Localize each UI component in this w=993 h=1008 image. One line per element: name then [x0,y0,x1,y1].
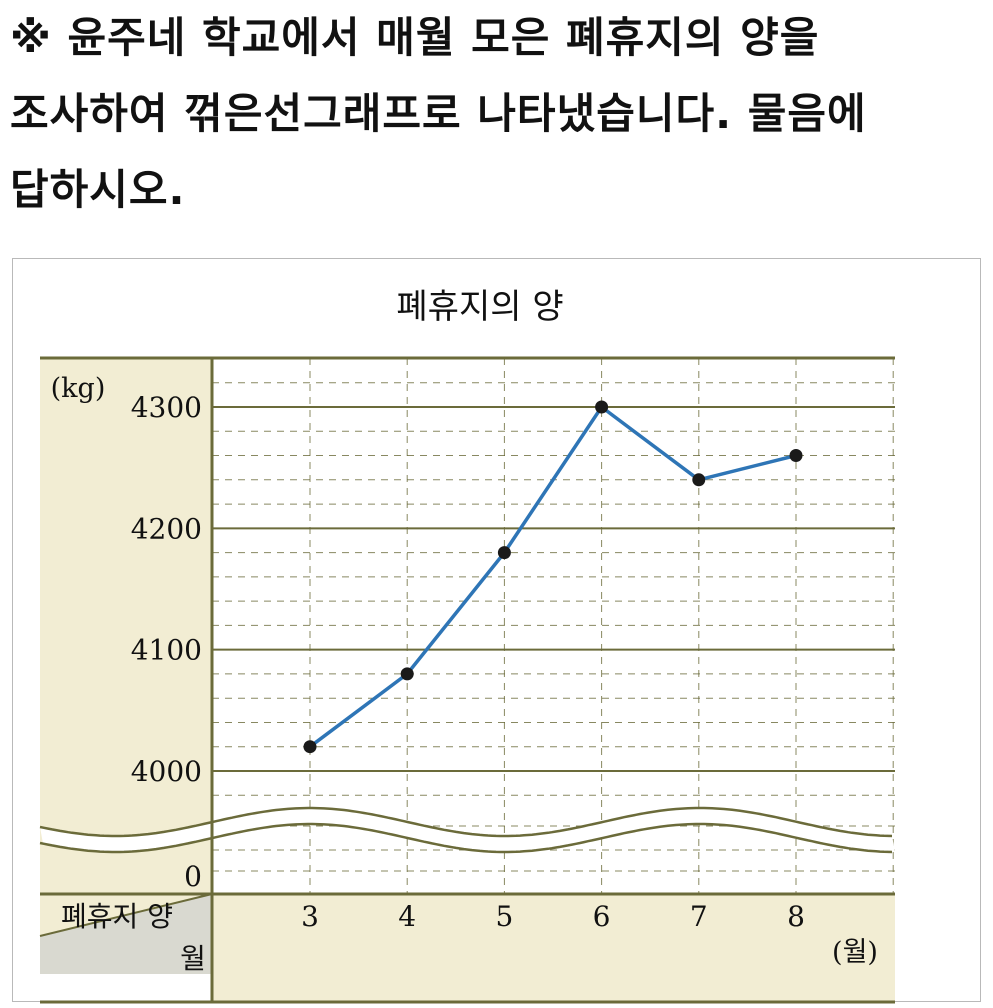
x-tick-label: 8 [787,900,805,933]
axis-break-top [39,806,893,838]
corner-shade [40,894,212,974]
series [303,400,803,754]
x-tick-label: 4 [398,900,416,933]
y-tick-labels: 4300 4200 4100 4000 0 [131,391,202,893]
x-tick-labels: 3 4 5 6 7 8 [301,900,805,933]
data-point [400,667,414,681]
y-unit-label: (kg) [51,373,106,404]
y-tick-label: 0 [184,860,202,893]
question-line-3: 답하시오. [10,165,186,214]
x-unit-label: (월) [832,937,878,968]
y-axis-panel [40,358,212,894]
data-point [497,546,511,560]
corner-top-label: 폐휴지 양 [61,900,173,933]
question-text: ※ 윤주네 학교에서 매월 모은 폐휴지의 양을 조사하여 꺾은선그래프로 나타… [10,0,985,228]
x-tick-label: 6 [593,900,611,933]
x-tick-label: 5 [495,900,513,933]
y-tick-label: 4300 [131,391,202,424]
x-axis-panel [212,894,895,1002]
question-line-1: ※ 윤주네 학교에서 매월 모은 폐휴지의 양을 [10,13,820,62]
data-point [692,473,706,487]
chart-title: 폐휴지의 양 [396,287,563,327]
data-point [789,449,803,462]
question-line-2: 조사하여 꺾은선그래프로 나타냈습니다. 물음에 [10,89,867,138]
series-line [308,405,797,749]
axis-break-bottom [39,822,893,854]
x-tick-label: 7 [690,900,708,933]
y-tick-label: 4200 [131,512,202,545]
data-point [595,400,609,414]
axis-break [40,808,895,852]
data-point [303,740,317,754]
y-tick-label: 4000 [131,755,202,788]
corner-bottom-label: 월 [180,942,206,975]
corner-diagonal [39,893,213,937]
y-tick-label: 4100 [131,634,202,667]
x-tick-label: 3 [301,900,319,933]
